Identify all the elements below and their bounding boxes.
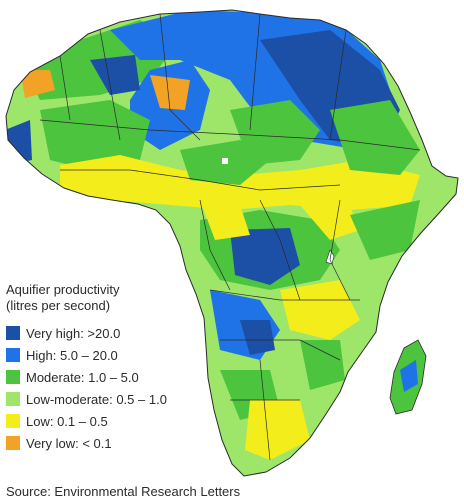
zone-low — [300, 195, 360, 240]
legend-item: Very high: >20.0 — [6, 322, 206, 344]
legend-item: Very low: < 0.1 — [6, 432, 206, 454]
zone-moderate — [40, 100, 150, 170]
source-credit: Source: Environmental Research Letters — [6, 484, 241, 499]
zone-very-low — [20, 70, 55, 98]
zone-moderate — [330, 100, 420, 175]
legend-swatch — [6, 370, 20, 384]
legend-label: Low-moderate: 0.5 – 1.0 — [26, 391, 167, 407]
zone-high — [400, 360, 418, 392]
zone-low — [280, 280, 360, 340]
legend-item: Low-moderate: 0.5 – 1.0 — [6, 388, 206, 410]
legend-item: Moderate: 1.0 – 5.0 — [6, 366, 206, 388]
legend-swatch — [6, 414, 20, 428]
legend-label: Moderate: 1.0 – 5.0 — [26, 369, 139, 385]
legend-swatch — [6, 348, 20, 362]
legend-swatch — [6, 392, 20, 406]
zone-very-low — [150, 75, 190, 110]
zone-low — [200, 200, 250, 240]
legend-list: Very high: >20.0 High: 5.0 – 20.0 Moderate… — [6, 322, 206, 454]
legend-subtitle: (litres per second) — [6, 298, 111, 313]
legend-label: High: 5.0 – 20.0 — [26, 347, 118, 363]
legend-label: Low: 0.1 – 0.5 — [26, 413, 108, 429]
legend-label: Very high: >20.0 — [26, 325, 121, 341]
legend-item: Low: 0.1 – 0.5 — [6, 410, 206, 432]
legend-title: Aquifier productivity — [6, 282, 120, 297]
zone-very-high — [90, 55, 140, 95]
zone-very-high — [230, 228, 300, 285]
zone-very-high — [240, 320, 275, 355]
legend-swatch — [6, 326, 20, 340]
zone-moderate — [300, 340, 345, 390]
madagascar — [389, 339, 427, 415]
legend-label: Very low: < 0.1 — [26, 435, 112, 451]
country-borders — [39, 13, 421, 461]
legend: Aquifier productivity (litres per second… — [6, 282, 206, 454]
zone-moderate — [350, 200, 420, 260]
lake-chad — [222, 158, 228, 164]
legend-item: High: 5.0 – 20.0 — [6, 344, 206, 366]
zone-low — [245, 400, 310, 460]
legend-swatch — [6, 436, 20, 450]
